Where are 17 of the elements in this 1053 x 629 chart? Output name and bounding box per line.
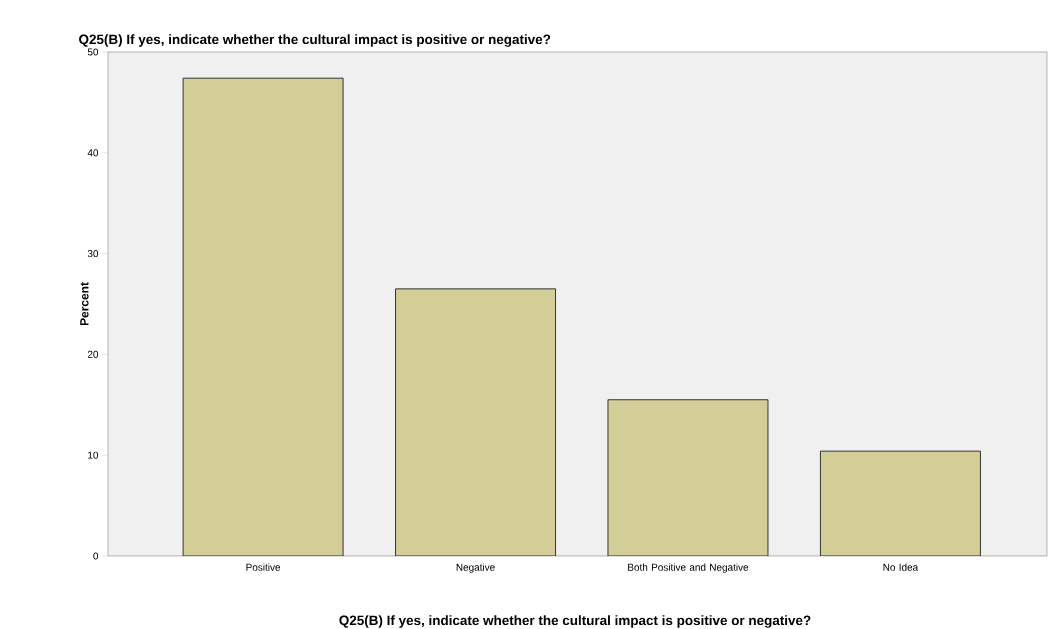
chart-title: Q25(B) If yes, indicate whether the cultural impact is positive or negative? (79, 34, 551, 47)
bar (819, 450, 981, 556)
x-tick-label: No Idea (883, 563, 919, 571)
y-tick-label: 40 (87, 149, 99, 157)
bar (182, 77, 344, 556)
y-tick-label: 10 (88, 451, 99, 459)
bar (395, 288, 557, 556)
x-axis-title: Q25(B) If yes, indicate whether the cultural impact is positive or negative? (339, 615, 811, 628)
y-tick-label: 20 (87, 350, 99, 358)
bar (607, 399, 768, 556)
x-tick-label: Positive (246, 563, 281, 571)
y-axis-title: Percent (80, 282, 89, 326)
y-tick-label: 50 (87, 48, 99, 56)
x-tick-label: Negative (456, 563, 495, 573)
x-tick-label: Both Positive and Negative (628, 563, 749, 573)
y-tick-label: 30 (87, 250, 99, 258)
y-tick-label: 0 (93, 552, 99, 560)
